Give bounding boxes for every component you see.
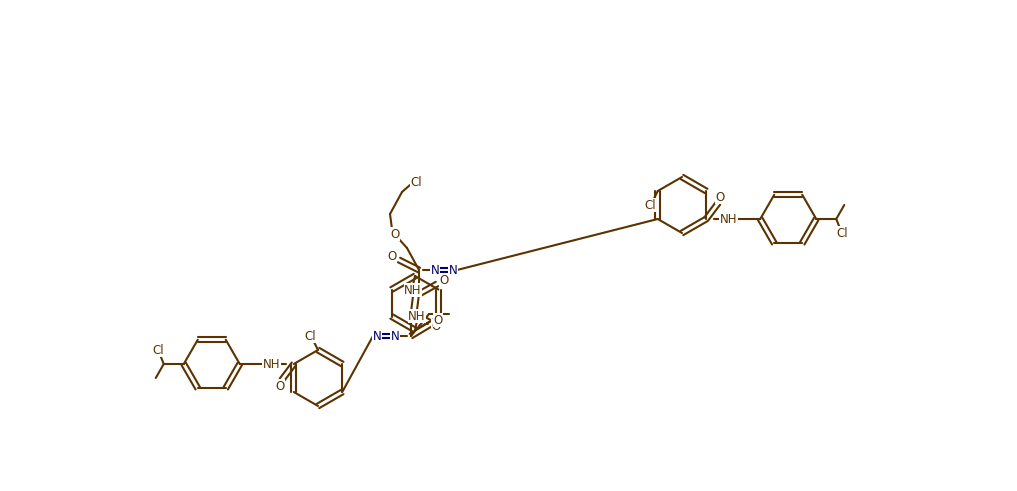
- Text: O: O: [387, 250, 397, 264]
- Text: O: O: [276, 380, 285, 392]
- Text: O: O: [716, 191, 725, 203]
- Text: O: O: [431, 320, 440, 332]
- Text: Cl: Cl: [644, 198, 656, 212]
- Text: NH: NH: [408, 309, 426, 323]
- Text: O: O: [391, 227, 400, 241]
- Text: N: N: [372, 329, 381, 343]
- Text: O: O: [433, 313, 442, 327]
- Text: Cl: Cl: [152, 344, 164, 356]
- Text: Cl: Cl: [410, 175, 422, 189]
- Text: Cl: Cl: [836, 226, 848, 240]
- Text: NH: NH: [719, 213, 737, 225]
- Text: N: N: [430, 264, 439, 276]
- Text: N: N: [448, 264, 458, 276]
- Text: NH: NH: [263, 357, 281, 371]
- Text: N: N: [391, 329, 400, 343]
- Text: Cl: Cl: [304, 329, 316, 343]
- Text: NH: NH: [404, 283, 422, 297]
- Text: O: O: [439, 273, 448, 287]
